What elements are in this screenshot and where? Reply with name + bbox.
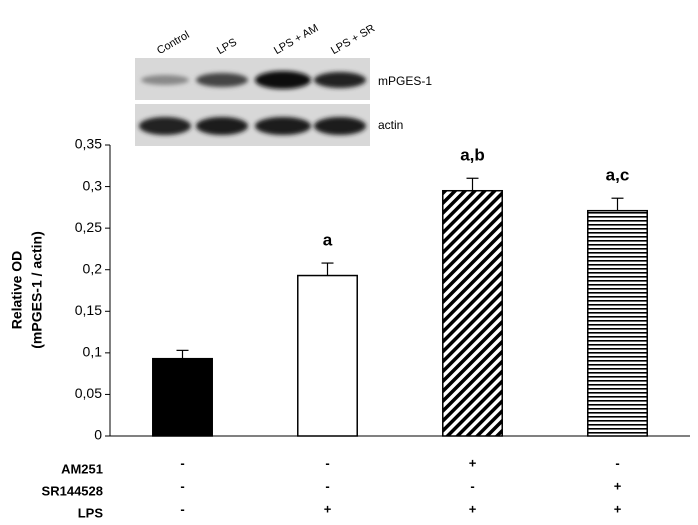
y-tick-label: 0,3 — [83, 177, 103, 193]
bar — [587, 209, 648, 437]
blot-band-label: mPGES-1 — [378, 74, 432, 88]
lane-label: LPS + AM — [272, 22, 321, 57]
lane-label: Control — [155, 29, 192, 57]
treatment-cell: + — [324, 501, 332, 516]
y-axis-label-line: Relative OD — [9, 251, 25, 330]
lane-label: LPS + SR — [329, 22, 377, 57]
significance-label: a,b — [460, 146, 485, 165]
y-tick-label: 0,35 — [75, 136, 102, 152]
significance-label: a — [323, 231, 333, 250]
y-axis-label-line: (mPGES-1 / actin) — [29, 231, 45, 348]
treatment-cell: - — [180, 478, 184, 493]
significance-label: a,c — [606, 166, 630, 185]
lane-label: LPS — [215, 36, 239, 57]
bar — [152, 357, 213, 437]
y-tick-label: 0,1 — [83, 344, 103, 360]
treatment-cell: + — [469, 455, 477, 470]
y-tick-label: 0,15 — [75, 302, 102, 318]
y-tick-label: 0,2 — [83, 260, 103, 276]
treatment-cell: + — [614, 501, 622, 516]
bar — [297, 274, 358, 437]
blot-image — [135, 58, 370, 146]
y-tick-label: 0,25 — [75, 219, 102, 235]
treatment-label: AM251 — [61, 461, 103, 476]
y-tick-label: 0 — [94, 427, 102, 443]
treatment-cell: - — [470, 478, 474, 493]
blot-band-label: actin — [378, 118, 403, 132]
treatment-cell: - — [180, 455, 184, 470]
treatment-cell: - — [325, 478, 329, 493]
treatment-cell: + — [614, 478, 622, 493]
treatment-cell: + — [469, 501, 477, 516]
y-tick-label: 0,05 — [75, 385, 102, 401]
treatment-label: LPS — [78, 505, 104, 520]
bar — [442, 189, 503, 437]
treatment-cell: - — [615, 455, 619, 470]
treatment-cell: - — [325, 455, 329, 470]
treatment-label: SR144528 — [42, 483, 103, 498]
y-axis-label: Relative OD (mPGES-1 / actin) — [9, 231, 45, 348]
treatment-cell: - — [180, 501, 184, 516]
